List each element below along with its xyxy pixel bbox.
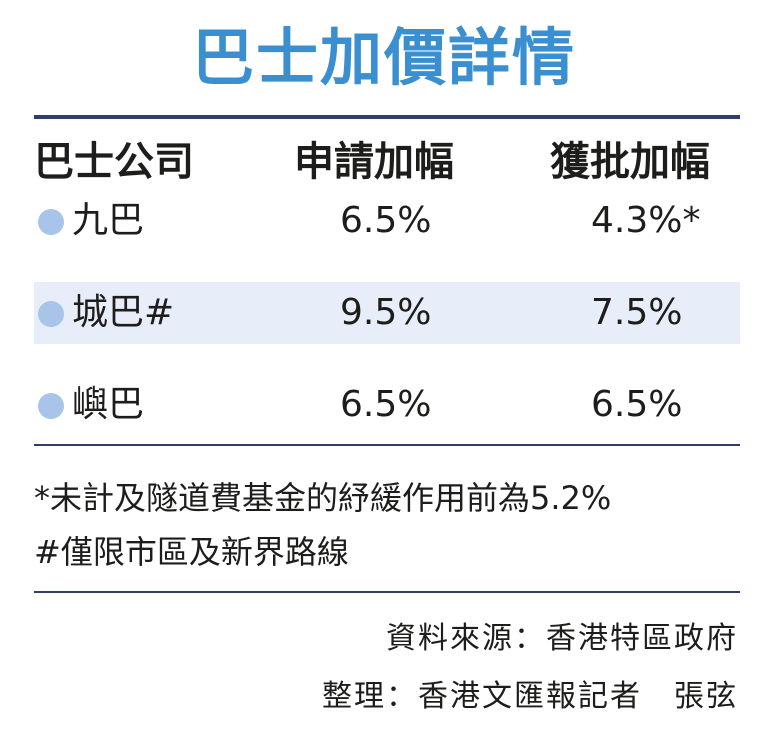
bullet-dot-icon [38, 301, 64, 327]
source-credit: 資料來源：香港特區政府 [386, 621, 738, 656]
company-name: 嶼巴 [72, 384, 145, 425]
header-rule [34, 115, 740, 119]
column-header-applied: 申請加幅 [294, 139, 454, 185]
table-row: 九巴 6.5% 4.3%* [34, 190, 740, 252]
applied-increase: 9.5% [340, 292, 432, 333]
table-row: 嶼巴 6.5% 6.5% [34, 374, 740, 436]
notes-bottom-rule [34, 591, 740, 593]
table-row: 城巴# 9.5% 7.5% [34, 282, 740, 344]
footnote-asterisk: *未計及隧道費基金的紓緩作用前為5.2% [34, 479, 612, 517]
approved-increase: 4.3%* [591, 200, 701, 241]
footnote-hash: #僅限市區及新界路線 [34, 533, 349, 571]
company-name: 九巴 [72, 200, 145, 241]
approved-increase: 6.5% [591, 384, 683, 425]
company-name: 城巴# [72, 292, 175, 333]
bullet-dot-icon [38, 393, 64, 419]
column-header-company: 巴士公司 [34, 139, 194, 185]
table-bottom-rule [34, 444, 740, 446]
bullet-dot-icon [38, 209, 64, 235]
column-header-approved: 獲批加幅 [550, 139, 710, 185]
applied-increase: 6.5% [340, 384, 432, 425]
approved-increase: 7.5% [591, 292, 683, 333]
compiler-credit: 整理：香港文匯報記者 張弦 [322, 679, 738, 714]
page-title: 巴士加價詳情 [191, 21, 576, 94]
applied-increase: 6.5% [340, 200, 432, 241]
